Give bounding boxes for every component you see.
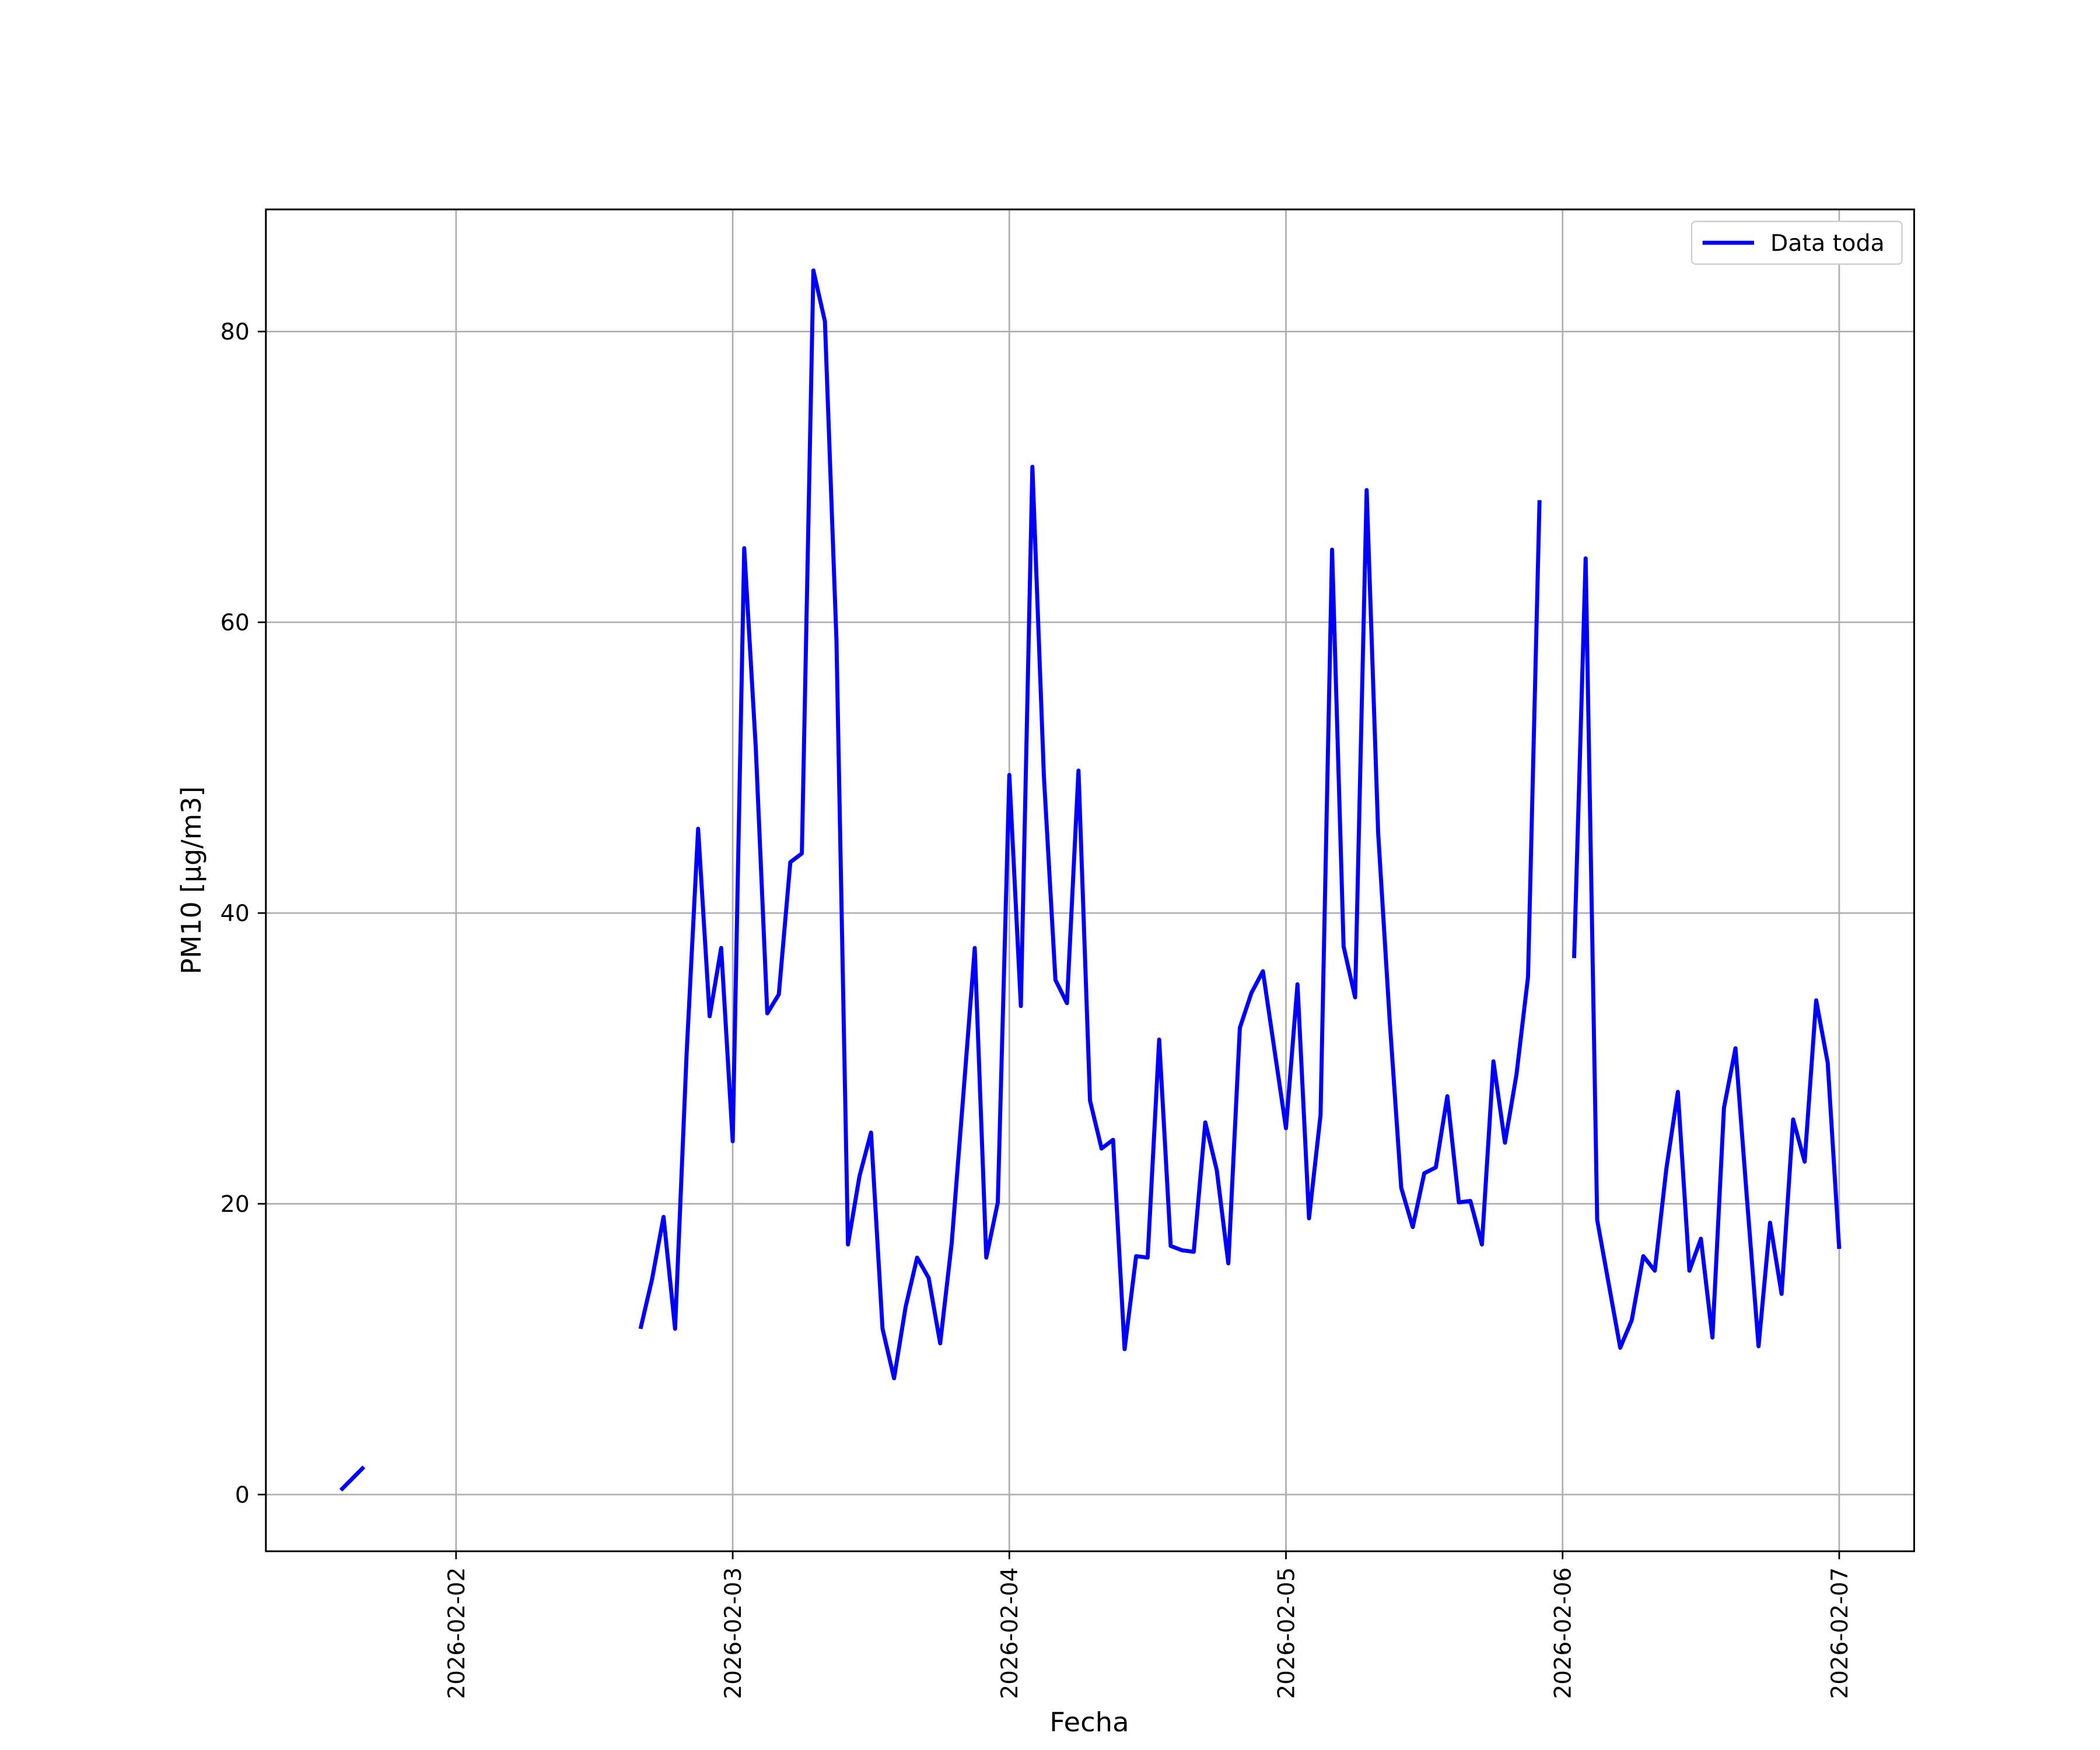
y-tick-label: 0	[235, 1482, 250, 1508]
x-tick-label: 2026-02-05	[1273, 1567, 1300, 1699]
grid	[265, 209, 1915, 1552]
y-tick-label: 80	[220, 319, 250, 345]
legend-label: Data toda	[1770, 230, 1885, 257]
ticks: 0 20 40 60 80 2026-02-02 2026-02-03 2026-02-04 2…	[220, 319, 1853, 1699]
legend: Data toda	[1690, 220, 1903, 265]
data-line	[339, 268, 1842, 1492]
axes-frame	[265, 208, 1915, 1552]
x-tick-label: 2026-02-06	[1550, 1567, 1576, 1699]
x-tick-label: 2026-02-07	[1827, 1567, 1853, 1699]
x-tick-label: 2026-02-04	[997, 1567, 1023, 1699]
plot-area	[339, 268, 1842, 1492]
y-tick-label: 60	[220, 610, 250, 636]
legend-box	[1690, 220, 1903, 265]
y-tick-label: 20	[220, 1192, 250, 1218]
y-tick-label: 40	[220, 901, 250, 927]
y-axis-label: PM10 [μg/m3]	[176, 786, 207, 975]
x-axis-label: Fecha	[1049, 1706, 1129, 1738]
x-tick-label: 2026-02-02	[444, 1567, 470, 1699]
x-tick-label: 2026-02-03	[720, 1567, 747, 1699]
